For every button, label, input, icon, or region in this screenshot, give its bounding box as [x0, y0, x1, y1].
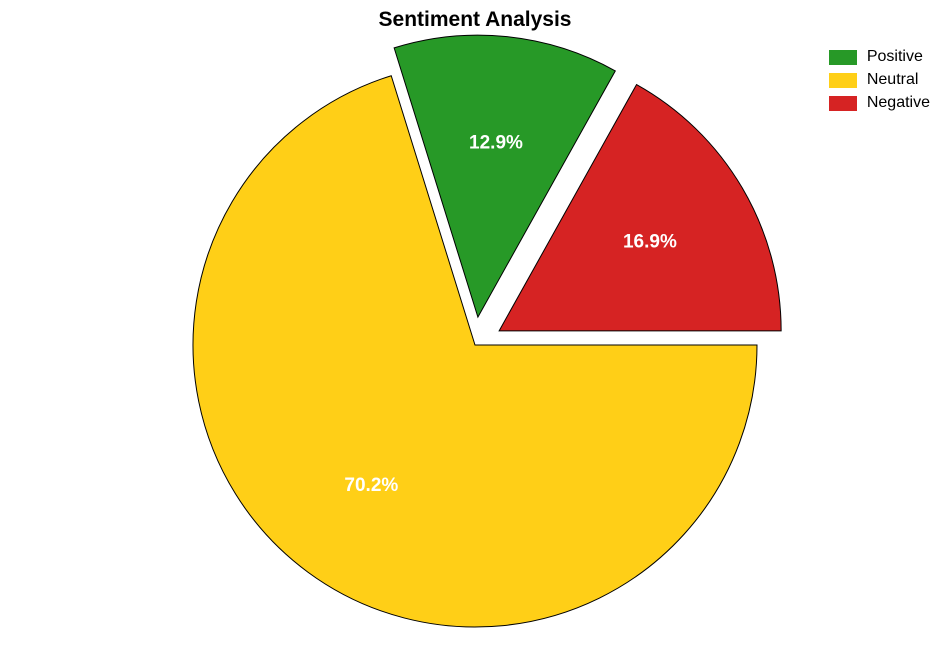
pie-label-negative: 16.9%: [623, 231, 677, 252]
legend-swatch-negative: [829, 96, 857, 111]
legend-swatch-neutral: [829, 73, 857, 88]
legend: Positive Neutral Negative: [829, 48, 930, 117]
legend-label-positive: Positive: [867, 48, 923, 66]
pie-label-positive: 12.9%: [469, 132, 523, 153]
legend-swatch-positive: [829, 50, 857, 65]
legend-item-positive: Positive: [829, 48, 930, 66]
pie-label-neutral: 70.2%: [344, 475, 398, 496]
legend-label-negative: Negative: [867, 94, 930, 112]
legend-item-neutral: Neutral: [829, 71, 930, 89]
legend-label-neutral: Neutral: [867, 71, 919, 89]
pie-chart: 70.2% 12.9% 16.9%: [0, 0, 950, 662]
legend-item-negative: Negative: [829, 94, 930, 112]
